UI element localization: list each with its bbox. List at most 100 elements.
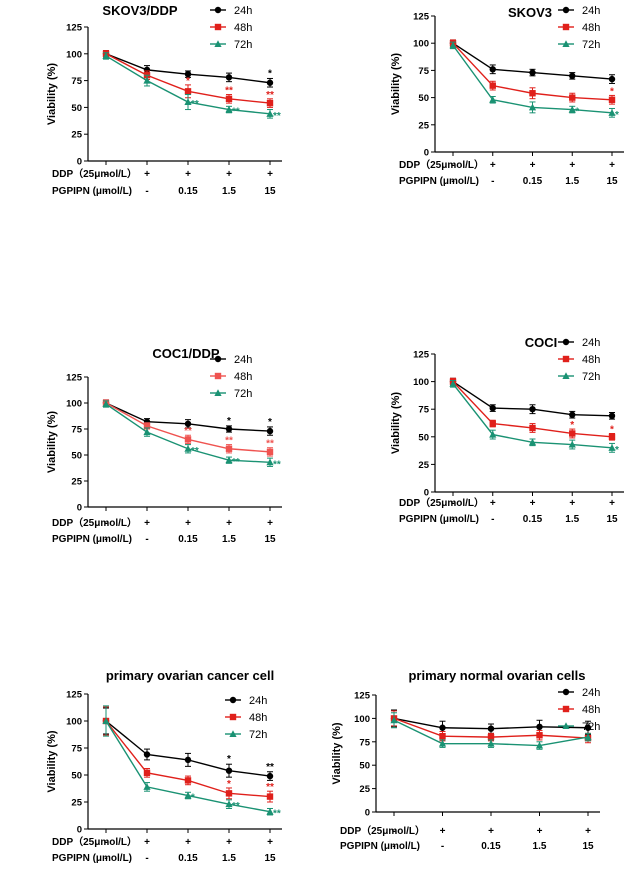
- significance-label: **: [266, 90, 274, 101]
- pgpipn-value: 0.15: [523, 176, 543, 187]
- data-point: [184, 791, 192, 799]
- significance-label: *: [610, 86, 614, 97]
- ddp-value: +: [530, 498, 536, 509]
- legend-item-48h: 48h: [558, 22, 600, 34]
- y-tick-label: 0: [77, 157, 82, 168]
- legend-item-48h: 48h: [558, 704, 600, 716]
- ddp-row-label: DDP（25μmol/L）: [52, 167, 137, 180]
- pgpipn-value: -: [145, 534, 148, 545]
- data-point: [569, 411, 576, 418]
- significance-label: *: [227, 754, 231, 765]
- data-point: [102, 52, 110, 59]
- y-tick-label: 0: [424, 148, 429, 159]
- pgpipn-value: -: [392, 841, 395, 852]
- pgpipn-value: -: [441, 841, 444, 852]
- ddp-value: +: [530, 160, 536, 171]
- pgpipn-value: 0.15: [523, 514, 543, 525]
- data-point: [608, 412, 616, 420]
- legend-marker: [562, 372, 570, 379]
- pgpipn-row-label: PGPIPN (μmol/L): [399, 514, 479, 525]
- pgpipn-value: 1.5: [565, 514, 579, 525]
- legend-marker: [562, 688, 570, 696]
- data-point: [528, 103, 537, 111]
- legend-label: 24h: [582, 5, 600, 17]
- y-tick-label: 50: [71, 451, 82, 462]
- significance-label: *: [268, 417, 272, 428]
- pgpipn-value: -: [145, 186, 148, 197]
- legend-marker: [214, 40, 222, 47]
- data-point: [608, 433, 616, 440]
- data-point: [535, 741, 544, 749]
- significance-label: *: [227, 779, 231, 790]
- series-72h: *: [449, 379, 619, 456]
- data-point: [184, 420, 192, 427]
- data-point: [143, 422, 151, 430]
- y-tick-label: 100: [354, 714, 370, 725]
- pgpipn-value: 1.5: [222, 186, 236, 197]
- legend-item-24h: 24h: [558, 5, 600, 17]
- data-point: [489, 95, 497, 103]
- data-point: [225, 105, 233, 113]
- ddp-row-label: DDP（25μmol/L）: [52, 516, 137, 529]
- legend-item-48h: 48h: [210, 371, 252, 383]
- y-tick-label: 125: [66, 690, 83, 701]
- series-72h: *****: [102, 705, 281, 820]
- significance-label: **: [232, 801, 240, 812]
- legend-marker: [562, 40, 570, 47]
- ddp-value: -: [392, 826, 395, 837]
- pgpipn-value: 0.15: [481, 841, 501, 852]
- legend-marker: [562, 6, 570, 14]
- data-point: [184, 777, 192, 784]
- pgpipn-value: 15: [606, 176, 618, 187]
- pgpipn-value: -: [104, 534, 107, 545]
- pgpipn-value: -: [451, 176, 454, 187]
- legend-item-24h: 24h: [225, 695, 267, 707]
- y-tick-label: 125: [413, 350, 430, 361]
- pgpipn-value: 1.5: [222, 534, 236, 545]
- y-tick-label: 25: [418, 120, 429, 131]
- data-point: [529, 406, 536, 413]
- pgpipn-row-label: PGPIPN (μmol/L): [52, 534, 132, 545]
- data-point: [225, 95, 233, 103]
- ddp-row-label: DDP（25μmol/L）: [52, 835, 137, 848]
- data-point: [489, 420, 496, 427]
- legend-label: 72h: [582, 39, 600, 51]
- data-point: [529, 90, 536, 97]
- data-point: [608, 75, 616, 83]
- data-point: [102, 400, 110, 408]
- data-point: [584, 724, 592, 731]
- ddp-value: +: [144, 169, 150, 180]
- ddp-value: +: [609, 160, 615, 171]
- pgpipn-value: 15: [264, 186, 276, 197]
- data-point: [225, 425, 233, 433]
- y-tick-label: 100: [66, 399, 82, 410]
- data-point: [143, 66, 151, 74]
- y-tick-label: 50: [359, 761, 370, 772]
- significance-label: **: [225, 86, 233, 97]
- y-tick-label: 50: [418, 93, 429, 104]
- y-axis-label: Viability (%): [46, 411, 58, 473]
- data-point: [266, 458, 274, 466]
- y-axis-label: Viability (%): [390, 392, 402, 454]
- significance-label: *: [615, 445, 619, 456]
- y-tick-label: 100: [66, 49, 82, 60]
- pgpipn-value: -: [145, 853, 148, 864]
- series-72h: **** **: [102, 400, 281, 470]
- legend-item-72h: 72h: [558, 371, 600, 383]
- significance-label: *: [268, 68, 272, 79]
- ddp-value: +: [226, 518, 232, 529]
- data-point: [143, 76, 151, 84]
- data-point: [449, 41, 457, 49]
- chart-title: SKOV3: [508, 5, 552, 20]
- series-line: [105, 720, 271, 777]
- ddp-row-label: DDP（25μmol/L）: [340, 824, 425, 837]
- data-point: [266, 772, 274, 780]
- ddp-row-label: DDP（25μmol/L）: [399, 496, 484, 509]
- y-tick-label: 50: [71, 771, 82, 782]
- pgpipn-value: 15: [264, 534, 276, 545]
- legend-label: 48h: [582, 704, 600, 716]
- data-point: [102, 717, 110, 724]
- significance-label: *: [610, 424, 614, 435]
- chart-title: COCI: [525, 335, 558, 350]
- significance-label: *: [186, 76, 190, 87]
